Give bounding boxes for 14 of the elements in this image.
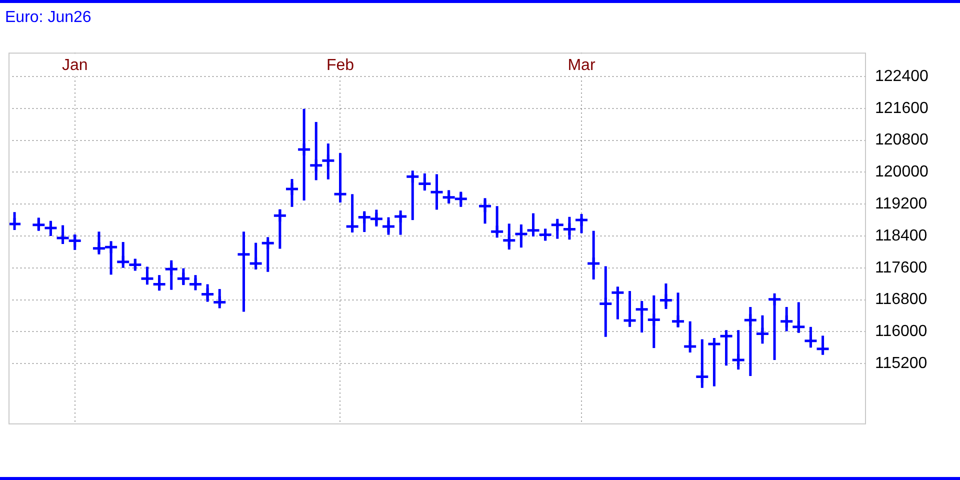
- y-tick-label: 120000: [875, 164, 928, 181]
- x-tick-label: Jan: [62, 57, 88, 74]
- chart-title: Euro: Jun26: [4, 8, 92, 28]
- y-tick-label: 120800: [875, 132, 928, 149]
- y-tick-label: 115200: [875, 355, 928, 372]
- x-tick-label: Mar: [568, 57, 596, 74]
- y-tick-label: 116000: [875, 323, 928, 340]
- x-tick-label: Feb: [326, 57, 354, 74]
- y-tick-label: 119200: [875, 196, 928, 213]
- y-tick-label: 117600: [875, 259, 928, 276]
- y-tick-label: 121600: [875, 100, 928, 117]
- y-tick-label: 118400: [875, 227, 928, 244]
- y-tick-label: 122400: [875, 68, 928, 85]
- y-tick-label: 116800: [875, 291, 928, 308]
